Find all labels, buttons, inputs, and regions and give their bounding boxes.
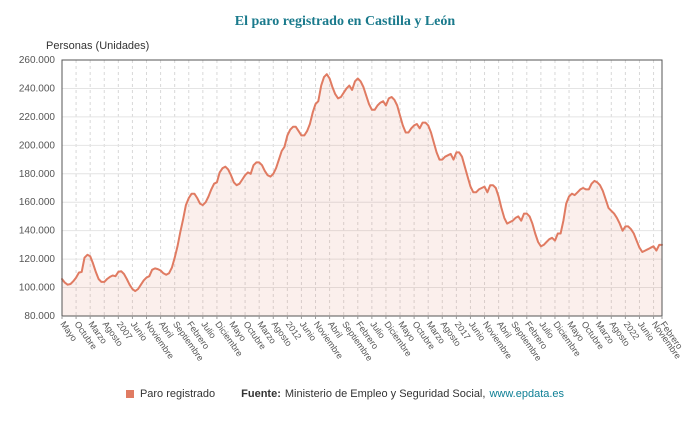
source-text: Ministerio de Empleo y Seguridad Social, <box>284 388 486 400</box>
chart-svg: 80.000 100.000 120.000 140.000 160.000 180.00… <box>19 55 685 363</box>
svg-text:160.000: 160.000 <box>19 197 56 208</box>
svg-text:200.000: 200.000 <box>19 140 56 151</box>
svg-text:100.000: 100.000 <box>19 283 56 294</box>
plot-border <box>61 59 663 317</box>
series-area <box>62 74 662 316</box>
page-title: El paro registrado en Castilla y León <box>234 14 456 29</box>
y-axis-title: Personas (Unidades) <box>46 40 150 52</box>
source-label: Fuente: <box>241 388 281 400</box>
epdata-link[interactable]: www.epdata.es <box>489 388 565 400</box>
y-axis-labels: 80.000 100.000 120.000 140.000 160.000 180.00… <box>19 55 56 322</box>
legend-footer-row: Paro registrado Fuente: Ministerio de Em… <box>0 388 690 400</box>
legend-label: Paro registrado <box>139 388 216 400</box>
svg-text:120.000: 120.000 <box>19 254 56 265</box>
x-axis-labels: MayoOctubreMarzoAgosto2007JunioNoviembre… <box>58 319 684 362</box>
legend-swatch-icon <box>125 390 134 398</box>
series-line <box>61 73 663 293</box>
axis-tick-marks <box>61 316 663 319</box>
svg-text:260.000: 260.000 <box>19 55 56 66</box>
svg-text:240.000: 240.000 <box>19 83 56 94</box>
svg-text:220.000: 220.000 <box>19 112 56 123</box>
svg-text:80.000: 80.000 <box>24 311 55 322</box>
svg-text:140.000: 140.000 <box>19 226 56 237</box>
svg-text:180.000: 180.000 <box>19 169 56 180</box>
